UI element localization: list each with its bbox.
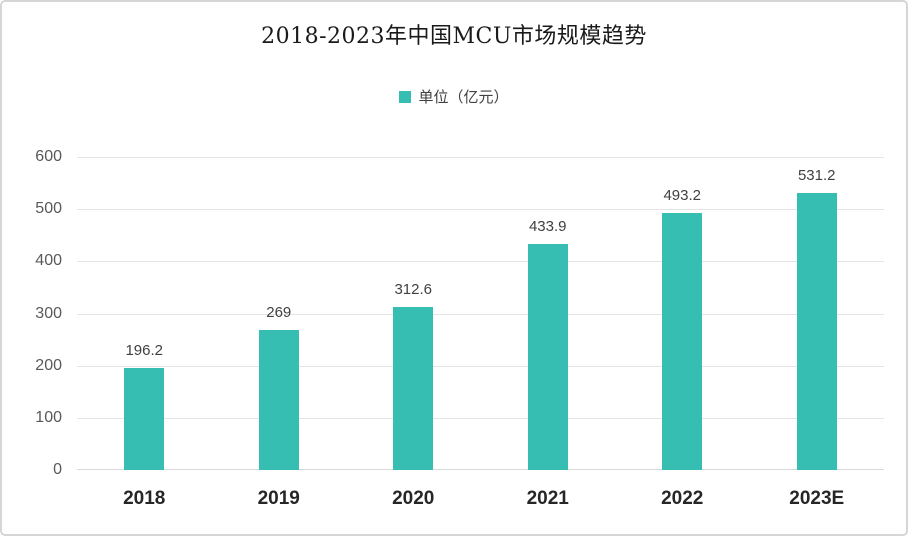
- bar-value-label: 196.2: [125, 342, 164, 359]
- x-axis-category-label: 2023E: [789, 488, 845, 509]
- gridline: [77, 157, 884, 158]
- legend-label: 单位（亿元）: [418, 88, 509, 106]
- gridline: [77, 209, 884, 211]
- chart-title: 2018-2023年中国MCU市场规模趋势: [261, 24, 647, 49]
- bar: [124, 368, 165, 470]
- bar-value-label: 493.2: [663, 187, 702, 204]
- y-axis-tick-label: 100: [35, 408, 62, 426]
- y-axis-tick-label: 200: [35, 356, 62, 374]
- bar-value-label: 269: [266, 304, 292, 321]
- bar: [258, 330, 299, 470]
- legend-swatch-icon: [399, 90, 412, 103]
- gridline: [77, 313, 884, 315]
- y-axis-tick-label: 0: [53, 461, 62, 478]
- gridline: [77, 469, 884, 470]
- bar-value-label: 531.2: [797, 167, 836, 184]
- legend: 单位（亿元）: [2, 86, 906, 107]
- bar: [796, 193, 837, 470]
- x-axis-category-label: 2022: [661, 488, 704, 509]
- y-axis-tick-label: 400: [35, 252, 62, 270]
- bar: [662, 213, 703, 470]
- y-axis-tick-label: 500: [35, 200, 62, 218]
- gridline: [77, 417, 884, 419]
- x-axis-category-label: 2018: [123, 488, 166, 509]
- x-axis-category-label: 2021: [526, 488, 569, 509]
- bar-value-label: 433.9: [528, 218, 567, 235]
- y-axis-tick-label: 600: [35, 148, 62, 165]
- plot-area: 196.2 269 312.6 433.9 493.2 531.2: [77, 157, 884, 470]
- gridline: [77, 261, 884, 263]
- x-axis-category-label: 2020: [392, 488, 435, 509]
- bar-value-label: 312.6: [394, 281, 433, 298]
- bar: [393, 307, 434, 470]
- gridline: [77, 365, 884, 367]
- x-axis-category-label: 2019: [257, 488, 300, 509]
- y-axis-tick-label: 300: [35, 304, 62, 322]
- bar: [527, 244, 568, 470]
